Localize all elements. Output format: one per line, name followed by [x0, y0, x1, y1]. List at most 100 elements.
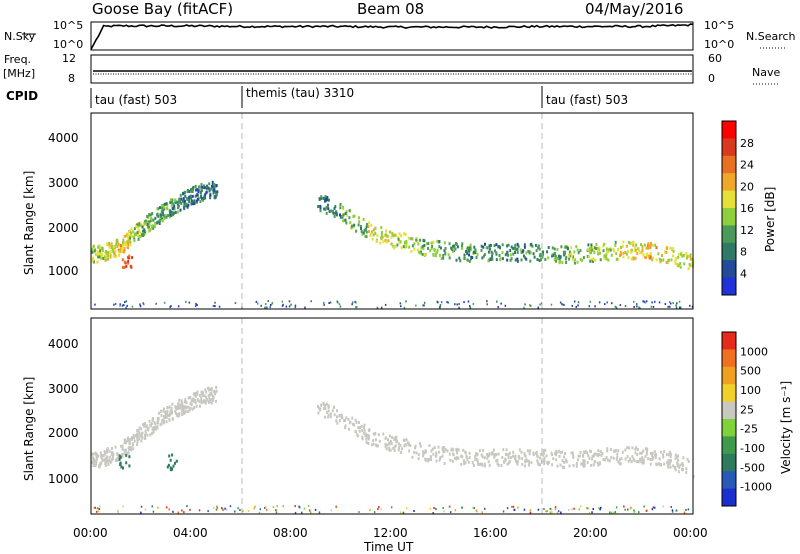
velocity-point — [598, 453, 601, 457]
velocity-point — [508, 451, 511, 455]
power-point — [392, 234, 395, 238]
power-colorbar-swatch — [722, 121, 736, 139]
velocity-point — [614, 449, 617, 452]
velocity-point — [265, 506, 267, 508]
power-point — [218, 305, 221, 308]
velocity-point — [209, 392, 212, 396]
xtick-0: 00:00 — [73, 526, 108, 540]
power-point — [671, 247, 674, 251]
velocity-point — [592, 454, 595, 458]
velocity-point — [122, 505, 124, 508]
velocity-ytick-3000: 3000 — [48, 382, 79, 396]
velocity-point — [432, 452, 435, 456]
power-point — [328, 302, 330, 304]
power-point — [442, 253, 445, 257]
power-point — [481, 256, 484, 260]
power-point — [456, 245, 459, 249]
velocity-point — [468, 456, 471, 460]
power-point — [514, 251, 516, 254]
power-point — [568, 250, 571, 254]
velocity-point — [125, 453, 128, 457]
velocity-colorbar-swatch — [722, 401, 736, 420]
velocity-point — [543, 459, 545, 462]
velocity-point — [662, 453, 664, 457]
velocity-point — [610, 448, 612, 452]
velocity-point — [427, 457, 430, 461]
power-point — [355, 301, 357, 304]
velocity-point — [653, 506, 656, 509]
velocity-point — [100, 461, 103, 465]
velocity-point — [210, 398, 213, 401]
velocity-point — [94, 452, 96, 456]
power-point — [397, 239, 400, 243]
power-point — [369, 233, 372, 236]
velocity-point — [500, 464, 503, 467]
velocity-point — [391, 435, 394, 439]
power-point — [522, 249, 525, 253]
velocity-point — [616, 452, 619, 456]
velocity-point — [481, 455, 484, 459]
power-point — [639, 307, 641, 309]
power-point — [512, 252, 515, 256]
power-point — [679, 262, 682, 265]
power-point — [127, 236, 130, 240]
velocity-point — [679, 463, 682, 467]
velocity-point — [597, 449, 600, 453]
power-point — [129, 241, 132, 244]
power-point — [163, 202, 166, 206]
velocity-point — [582, 461, 585, 465]
velocity-point — [303, 507, 306, 510]
velocity-point — [373, 511, 376, 514]
power-point — [194, 184, 197, 188]
power-point — [127, 233, 130, 237]
power-point — [109, 253, 112, 257]
velocity-point — [116, 453, 119, 456]
power-point — [170, 305, 172, 308]
power-point — [281, 300, 284, 303]
power-point — [196, 198, 199, 201]
power-point — [514, 243, 517, 247]
velocity-point — [207, 510, 209, 513]
velocity-point — [117, 455, 120, 458]
power-point — [589, 248, 592, 252]
power-point — [212, 304, 215, 307]
power-point — [183, 207, 186, 211]
power-point — [621, 244, 624, 248]
power-point — [410, 250, 413, 253]
velocity-point — [106, 450, 109, 454]
velocity-point — [645, 447, 647, 451]
power-point — [264, 303, 267, 305]
power-point — [195, 302, 197, 305]
nsky-panel: N.Sky 10^5 10^0 10^5 10^0 N.Search — [4, 19, 796, 51]
power-point — [111, 247, 114, 251]
power-point — [448, 256, 451, 260]
power-point — [504, 253, 507, 257]
power-point — [500, 302, 502, 305]
power-point — [127, 261, 130, 265]
power-point — [467, 300, 470, 303]
power-point — [615, 257, 618, 261]
power-point — [418, 250, 420, 254]
power-colorbar-tick: 20 — [740, 180, 754, 193]
power-point — [360, 227, 362, 230]
power-point — [447, 253, 450, 257]
velocity-point — [512, 505, 515, 508]
velocity-point — [275, 509, 277, 512]
velocity-point — [487, 460, 490, 464]
power-point — [163, 205, 165, 209]
velocity-point — [154, 422, 157, 426]
power-point — [420, 246, 423, 250]
power-point — [629, 250, 632, 254]
xtick-2: 08:00 — [273, 526, 308, 540]
velocity-point — [361, 437, 364, 441]
power-point — [553, 258, 556, 262]
velocity-point — [473, 507, 475, 510]
velocity-point — [474, 458, 477, 462]
velocity-point — [634, 451, 637, 455]
velocity-point — [192, 399, 195, 403]
velocity-point — [652, 506, 655, 509]
power-point — [155, 221, 158, 225]
velocity-point — [642, 449, 645, 453]
power-point — [415, 238, 418, 242]
